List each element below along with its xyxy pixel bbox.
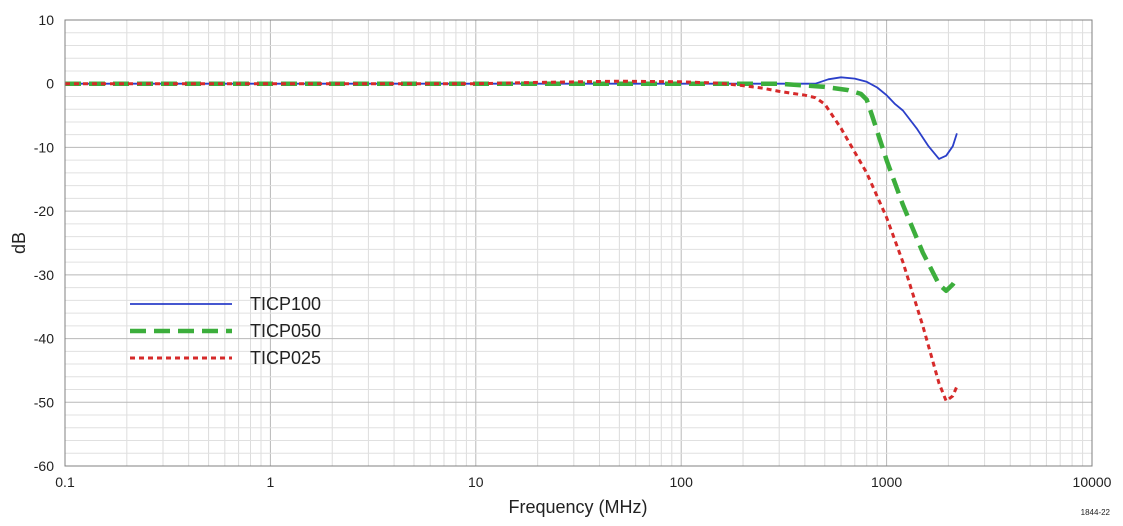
y-tick-label: -10 [34,139,54,155]
y-tick-label: -40 [34,331,54,347]
y-tick-label: -50 [34,394,54,410]
legend: TICP100 TICP050 TICP025 [130,294,321,368]
legend-label-ticp050: TICP050 [250,321,321,341]
x-tick-label: 10 [468,474,484,490]
y-axis-label: dB [9,232,29,254]
x-tick-label: 10000 [1073,474,1112,490]
x-tick-label: 1 [267,474,275,490]
x-tick-label: 100 [670,474,694,490]
y-tick-label: -60 [34,458,54,474]
plot-frame [64,19,1093,467]
series-line-ticp050 [65,81,959,294]
x-tick-label: 1000 [871,474,902,490]
grid [64,19,1092,467]
x-axis-label: Frequency (MHz) [508,497,647,517]
series-line-ticp100 [65,76,958,160]
figure-code: 1844-22 [1081,508,1111,517]
x-tick-label: 0.1 [55,474,75,490]
legend-label-ticp100: TICP100 [250,294,321,314]
series-lines [65,76,959,403]
legend-label-ticp025: TICP025 [250,348,321,368]
y-tick-label: 0 [46,76,54,92]
y-tick-label: 10 [38,12,54,28]
y-tick-label: -30 [34,267,54,283]
y-tick-label: -20 [34,203,54,219]
series-line-ticp025 [65,79,959,403]
